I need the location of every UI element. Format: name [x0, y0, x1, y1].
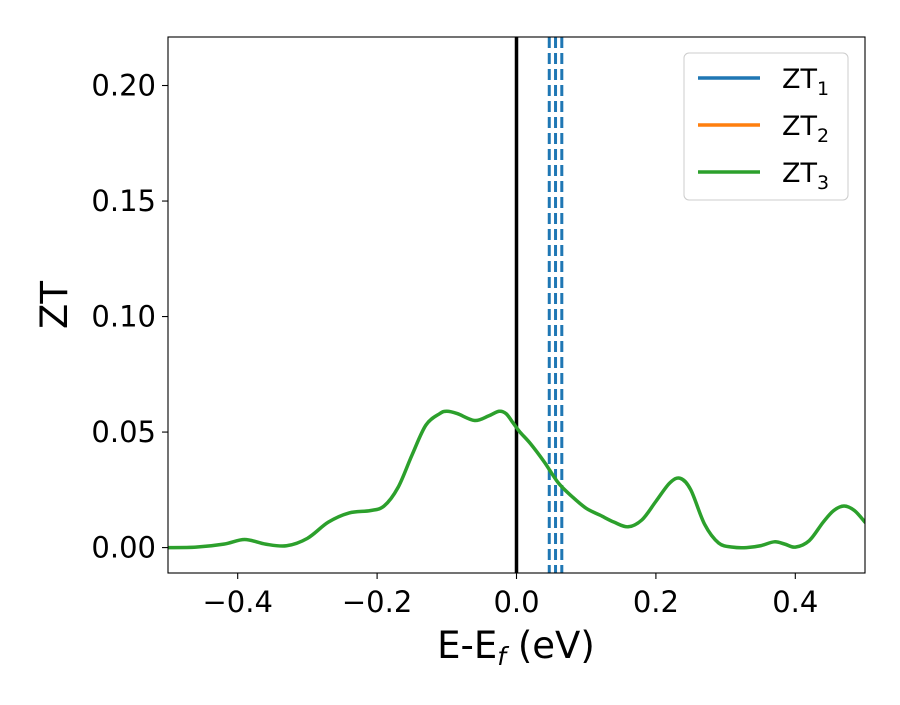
- x-tick-label: −0.2: [342, 585, 412, 619]
- x-axis-label: E-Ef (eV): [437, 624, 595, 671]
- y-tick-label: 0.10: [91, 300, 156, 334]
- legend-label: ZT2: [782, 111, 829, 147]
- legend-box: [683, 52, 849, 201]
- legend-label-subscript: 1: [817, 78, 829, 100]
- y-axis-ticks: 0.00 0.05 0.10 0.15 0.20: [91, 69, 168, 565]
- reference-lines: [514, 37, 564, 573]
- x-tick-label: −0.4: [202, 585, 272, 619]
- curve-layer: [168, 409, 865, 550]
- x-tick-label: 0.4: [772, 585, 818, 619]
- legend-label: ZT3: [782, 158, 829, 194]
- y-axis-label: ZT: [33, 281, 76, 329]
- x-axis-label-main: E-E: [437, 624, 497, 667]
- legend-label-main: ZT: [782, 111, 817, 142]
- legend-label-subscript: 3: [817, 172, 829, 194]
- x-axis-label-unit: (eV): [506, 624, 595, 667]
- y-tick-label: 0.15: [91, 184, 156, 218]
- legend-label: ZT1: [782, 64, 829, 100]
- zt-curve: [168, 409, 865, 550]
- legend-label-main: ZT: [782, 158, 817, 189]
- legend-label-subscript: 2: [817, 125, 829, 147]
- x-axis-ticks: −0.4 −0.2 0.0 0.2 0.4: [202, 573, 818, 619]
- y-tick-label: 0.20: [91, 69, 156, 103]
- x-tick-label: 0.2: [633, 585, 679, 619]
- y-tick-label: 0.00: [91, 531, 156, 565]
- y-tick-label: 0.05: [91, 415, 156, 449]
- legend-label-main: ZT: [782, 64, 817, 95]
- x-tick-label: 0.0: [493, 585, 539, 619]
